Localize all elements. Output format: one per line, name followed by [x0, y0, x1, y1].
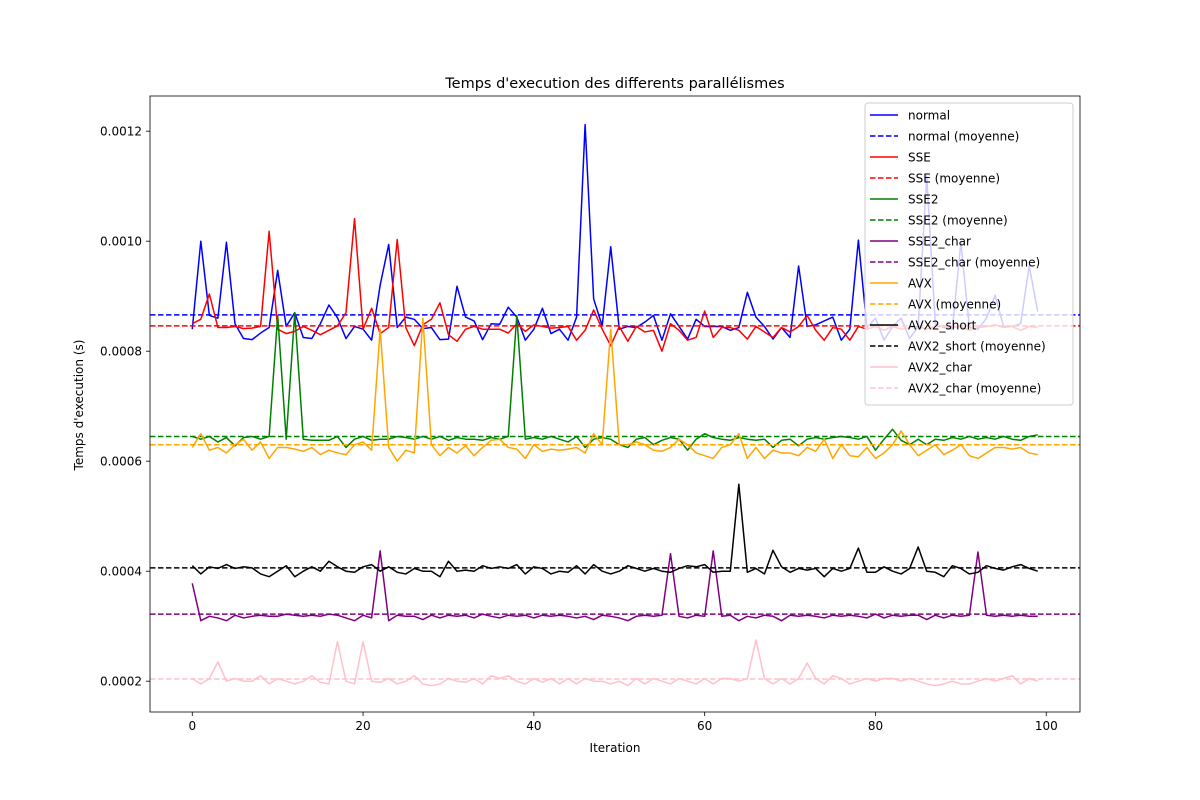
- x-tick-label: 60: [697, 719, 712, 733]
- y-tick-label: 0.0012: [100, 125, 142, 139]
- legend-label: SSE (moyenne): [908, 172, 1000, 186]
- legend-label: SSE: [908, 151, 931, 165]
- legend: normal normal (moyenne) SSE SSE (moyenne) SS…: [864, 102, 1074, 406]
- y-tick-label: 0.0002: [100, 675, 142, 689]
- legend-label: AVX (moyenne): [908, 298, 1001, 312]
- y-tick-label: 0.0004: [100, 565, 142, 579]
- x-tick-label: 0: [188, 719, 196, 733]
- series-line-SSE2: [192, 311, 1038, 451]
- x-tick-label: 20: [355, 719, 370, 733]
- legend-label: AVX2_char: [908, 361, 972, 375]
- series-line-SSE2_char: [191, 550, 1038, 622]
- y-axis-label: Temps d'execution (s): [72, 340, 86, 472]
- legend-label: normal (moyenne): [908, 130, 1019, 144]
- axes: 0 20 40 60 80 100 0.0002 0.0004 0.0006 0.0008 0.00…: [100, 95, 1081, 733]
- legend-label: AVX2_short (moyenne): [908, 340, 1046, 354]
- legend-label: SSE2 (moyenne): [908, 214, 1008, 228]
- x-axis-label: Iteration: [590, 741, 641, 755]
- series-line-AVX: [191, 317, 1038, 462]
- x-tick-label: 100: [1035, 719, 1058, 733]
- legend-label: SSE2: [908, 193, 938, 207]
- series-line-AVX2_char: [191, 639, 1038, 687]
- legend-label: AVX: [908, 277, 932, 291]
- plot-area: [150, 123, 1080, 687]
- legend-label: AVX2_short: [908, 319, 977, 333]
- legend-box: [864, 102, 1074, 406]
- legend-label: AVX2_char (moyenne): [908, 382, 1041, 396]
- y-tick-label: 0.0008: [100, 345, 142, 359]
- legend-label: SSE2_char (moyenne): [908, 256, 1040, 270]
- x-tick-label: 40: [526, 719, 541, 733]
- chart-title: Temps d'execution des differents parallé…: [444, 76, 784, 92]
- y-tick-label: 0.0006: [100, 455, 142, 469]
- legend-label: normal: [908, 109, 950, 123]
- y-tick-label: 0.0010: [100, 235, 142, 249]
- axes-frame: [149, 95, 1081, 713]
- legend-label: SSE2_char: [908, 235, 971, 249]
- x-tick-label: 80: [868, 719, 883, 733]
- series-line-AVX2_short: [191, 483, 1038, 578]
